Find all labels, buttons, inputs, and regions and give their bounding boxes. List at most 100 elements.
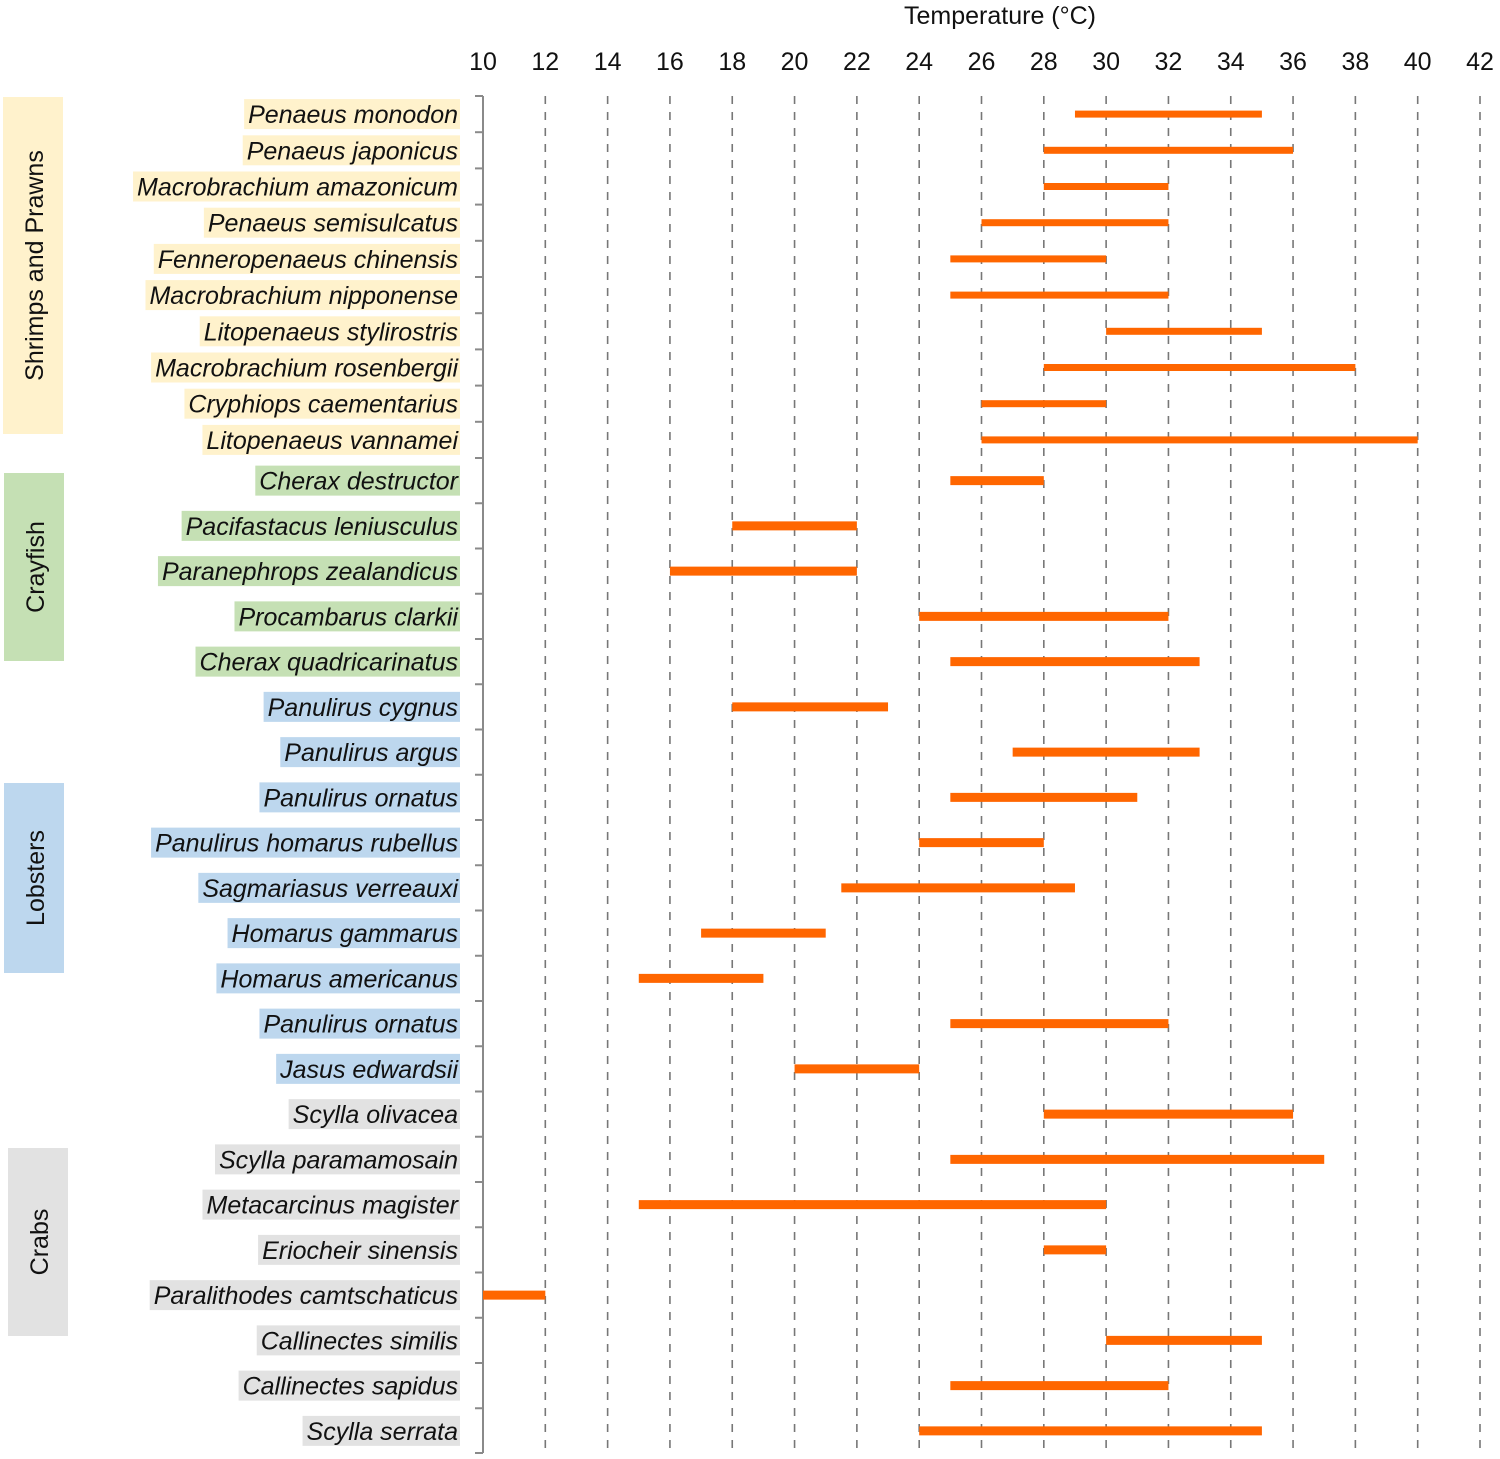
species-name: Paralithodes camtschaticus — [154, 1282, 458, 1310]
species-label: Homarus americanus — [216, 963, 460, 994]
species-name: Panulirus ornatus — [263, 784, 458, 812]
range-bar — [1043, 1245, 1107, 1255]
x-tick-label: 20 — [781, 48, 809, 76]
range-bar — [950, 792, 1138, 802]
range-bar — [1074, 110, 1262, 118]
species-label-highlight — [256, 1325, 460, 1356]
species-label-highlight — [145, 280, 460, 311]
range-bar — [701, 928, 826, 938]
group-label: Crayfish — [22, 521, 50, 613]
x-axis-title: Temperature (°C) — [904, 2, 1096, 30]
range-bar — [1106, 1335, 1262, 1345]
x-tick-label: 36 — [1279, 48, 1307, 76]
species-label: Sagmariasus verreauxi — [198, 872, 460, 903]
species-label: Penaeus monodon — [244, 99, 460, 130]
species-name: Callinectes similis — [261, 1327, 458, 1355]
range-bar — [981, 219, 1169, 227]
species-name: Homarus gammarus — [232, 920, 458, 948]
species-label: Macrobrachium rosenbergii — [151, 352, 460, 383]
species-label: Penaeus semisulcatus — [203, 207, 460, 238]
range-bar — [669, 566, 857, 576]
species-name: Panulirus cygnus — [268, 694, 458, 722]
gridlines — [544, 96, 1481, 1453]
species-label: Macrobrachium amazonicum — [133, 171, 460, 202]
species-label-highlight — [181, 510, 460, 541]
species-label-highlight — [259, 782, 460, 813]
range-bar — [483, 1290, 546, 1300]
species-label: Paranephrops zealandicus — [157, 556, 460, 587]
group-label: Lobsters — [22, 830, 50, 926]
range-bar — [1043, 183, 1169, 190]
species-label: Litopenaeus vannamei — [202, 424, 460, 455]
species-name: Procambarus clarkii — [238, 603, 459, 631]
x-tick-label: 16 — [656, 48, 684, 76]
range-bars — [483, 110, 1418, 1436]
species-label: Panulirus homarus rubellus — [151, 827, 460, 858]
species-label: Metacarcinus magister — [202, 1189, 460, 1220]
species-label: Scylla olivacea — [288, 1099, 460, 1130]
species-name: Panulirus argus — [284, 739, 458, 767]
species-label-highlight — [202, 1189, 460, 1220]
species-label-highlight — [259, 1008, 460, 1039]
species-label-highlight — [184, 388, 460, 419]
species-name: Penaeus monodon — [248, 101, 458, 129]
species-label-highlight — [255, 465, 460, 496]
x-tick-label: 38 — [1341, 48, 1369, 76]
x-tick-label: 28 — [1030, 48, 1058, 76]
range-bar — [1043, 146, 1294, 154]
species-label: Panulirus ornatus — [259, 782, 460, 813]
species-label-highlight — [199, 316, 460, 347]
x-tick-label: 40 — [1404, 48, 1432, 76]
species-name: Metacarcinus magister — [207, 1192, 460, 1220]
species-name: Cherax quadricarinatus — [200, 649, 458, 677]
species-name: Eriocheir sinensis — [262, 1237, 458, 1265]
species-name: Homarus americanus — [220, 965, 458, 993]
range-bar — [732, 521, 857, 531]
species-label-highlight — [215, 1144, 460, 1175]
x-tick-label: 26 — [968, 48, 996, 76]
range-bar — [1106, 327, 1262, 335]
range-bar — [638, 1200, 1107, 1210]
species-name: Scylla paramamosain — [219, 1146, 458, 1174]
range-bar — [981, 436, 1418, 444]
x-tick-label: 22 — [843, 48, 871, 76]
species-name: Jasus edwardsii — [279, 1056, 459, 1084]
x-tick-label: 14 — [594, 48, 622, 76]
species-label: Jasus edwardsii — [276, 1053, 460, 1084]
species-name: Macrobrachium nipponense — [149, 282, 458, 310]
species-label-highlight — [133, 171, 460, 202]
range-bar — [841, 883, 1075, 893]
range-bar — [950, 1154, 1325, 1164]
species-name: Cherax destructor — [259, 468, 459, 496]
species-name: Cryphiops caementarius — [188, 391, 458, 419]
group-box-background — [4, 473, 64, 661]
species-label: Eriocheir sinensis — [258, 1234, 460, 1265]
species-name: Fenneropenaeus chinensis — [158, 246, 458, 274]
species-name: Panulirus ornatus — [263, 1011, 458, 1039]
range-bar — [981, 400, 1107, 408]
species-label-highlight — [280, 737, 460, 768]
species-name: Sagmariasus verreauxi — [202, 875, 459, 903]
species-name: Callinectes sapidus — [243, 1373, 458, 1401]
range-bar — [950, 255, 1107, 263]
species-label: Scylla paramamosain — [215, 1144, 460, 1175]
group-box: Shrimps and Prawns — [3, 97, 63, 434]
species-name: Penaeus semisulcatus — [208, 210, 458, 238]
species-name: Macrobrachium rosenbergii — [155, 355, 459, 383]
species-label: Paralithodes camtschaticus — [149, 1280, 460, 1311]
species-label-highlight — [198, 872, 460, 903]
species-label-highlight — [276, 1053, 460, 1084]
species-label-highlight — [288, 1099, 460, 1130]
species-label-highlight — [242, 135, 460, 166]
species-label-highlight — [153, 243, 460, 274]
x-tick-label: 34 — [1217, 48, 1245, 76]
species-name: Paranephrops zealandicus — [162, 558, 458, 586]
species-label-highlight — [149, 1280, 460, 1311]
range-bar — [638, 973, 764, 983]
species-label-highlight — [216, 963, 460, 994]
range-bar — [950, 1381, 1169, 1391]
species-label-highlight — [263, 691, 460, 722]
range-bar — [919, 838, 1044, 848]
range-bar — [732, 702, 889, 712]
species-label: Fenneropenaeus chinensis — [153, 243, 460, 274]
